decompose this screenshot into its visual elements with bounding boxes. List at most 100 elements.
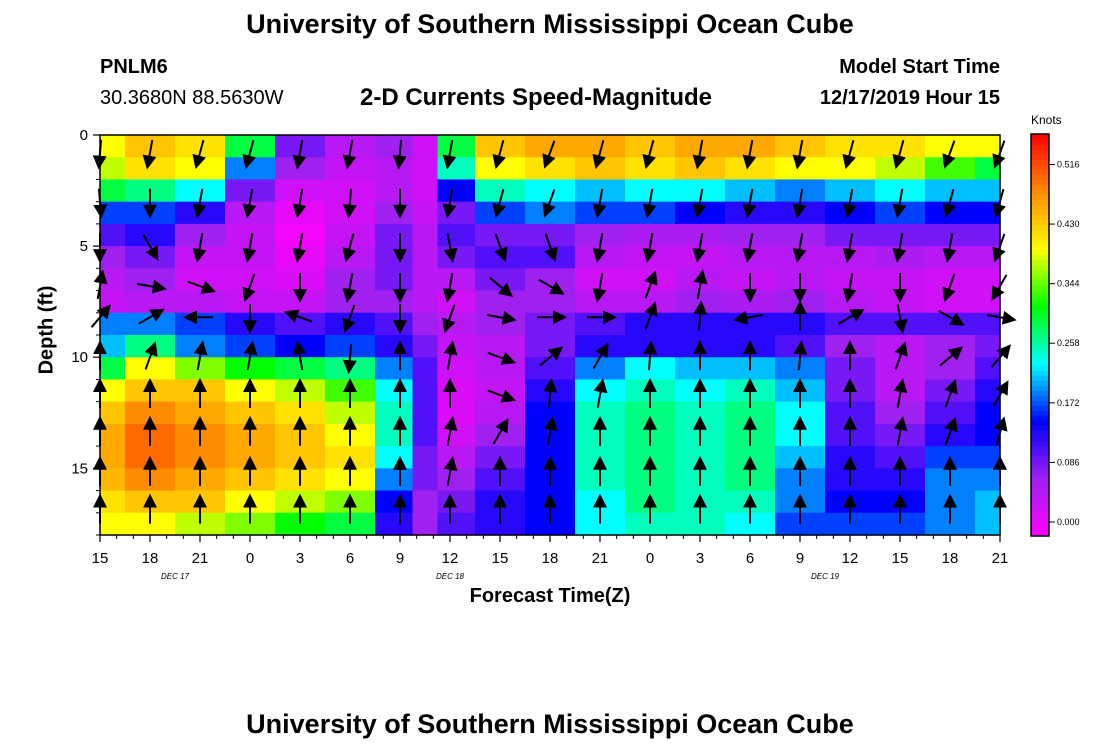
speed-cell	[625, 312, 676, 336]
speed-cell	[625, 179, 676, 203]
speed-cell	[437, 357, 476, 381]
speed-cell	[325, 246, 376, 269]
footer-title: University of Southern Mississippi Ocean…	[246, 709, 854, 739]
colorbar-segment	[1031, 224, 1049, 231]
speed-cell	[625, 401, 676, 425]
colorbar-segment	[1031, 420, 1049, 427]
current-vector-arrow	[342, 233, 356, 263]
current-vector-arrow	[892, 233, 907, 263]
speed-cell	[475, 135, 526, 158]
speed-cell	[412, 379, 439, 403]
colorbar-segment	[1031, 154, 1049, 160]
current-vector-arrow	[443, 233, 458, 263]
current-vector-arrow	[942, 233, 957, 263]
colorbar-segment	[1031, 204, 1049, 210]
current-vector-arrow	[893, 304, 908, 334]
colorbar-frame	[1030, 133, 1050, 537]
colorbar-tick-label: 0.172	[1057, 398, 1080, 408]
colorbar-segment	[1031, 219, 1049, 226]
station-id: PNLM6	[100, 56, 168, 78]
current-vector-arrow	[644, 301, 658, 330]
speed-cell	[525, 401, 576, 425]
speed-cell	[525, 179, 576, 203]
speed-cell	[437, 401, 476, 425]
speed-cell	[575, 223, 626, 247]
speed-cell	[825, 179, 876, 203]
speed-cell	[375, 335, 414, 358]
x-tick-label: 15	[92, 550, 109, 567]
colorbar-segment	[1031, 199, 1049, 205]
speed-cell	[475, 335, 526, 358]
current-vectors	[90, 139, 1017, 524]
speed-cell	[775, 357, 826, 381]
speed-cell	[775, 512, 826, 536]
current-vector-arrow	[592, 342, 609, 370]
current-vector-arrow	[642, 188, 657, 219]
date-label: DEC 17	[161, 572, 190, 581]
colorbar-segment	[1031, 430, 1049, 437]
speed-cell	[625, 290, 676, 314]
x-tick-label: 6	[346, 550, 354, 567]
speed-cell	[412, 246, 439, 269]
current-vector-arrow	[138, 308, 165, 325]
current-vector-arrow	[242, 188, 257, 219]
colorbar-segment	[1031, 475, 1049, 482]
colorbar-segment	[1031, 365, 1049, 371]
current-vector-arrow	[487, 389, 516, 403]
current-vector-arrow	[892, 139, 906, 170]
colorbar-segment	[1031, 495, 1049, 502]
current-vector-arrow	[242, 139, 256, 170]
speed-cell	[375, 268, 414, 292]
current-vector-arrow	[544, 233, 558, 263]
speed-cell	[225, 135, 276, 158]
x-tick-label: 0	[646, 550, 654, 567]
speed-cell	[100, 423, 126, 447]
speed-cell	[675, 179, 726, 203]
speed-cell	[100, 179, 126, 203]
colorbar: 0.000 0.086 0.172 0.258 0.344 0.430 0.516	[1030, 133, 1080, 537]
speed-cell	[125, 357, 176, 381]
speed-cell	[125, 512, 176, 536]
current-vector-arrow	[489, 277, 514, 298]
speed-cell	[125, 401, 176, 425]
colorbar-segment	[1031, 405, 1049, 411]
speed-cell	[375, 446, 414, 469]
speed-cell	[925, 423, 976, 447]
colorbar-tick-label: 0.430	[1057, 219, 1080, 229]
speed-cell	[175, 290, 226, 314]
colorbar-segment	[1031, 329, 1049, 336]
speed-cell	[225, 268, 276, 292]
current-vector-arrow	[692, 233, 707, 263]
speed-cell	[875, 135, 926, 158]
speed-cell	[437, 246, 476, 269]
current-vector-arrow	[944, 416, 958, 446]
speed-cell	[575, 179, 626, 203]
current-vector-arrow	[644, 270, 658, 299]
speed-cell	[437, 446, 476, 469]
colorbar-segment	[1031, 335, 1049, 341]
speed-cell	[225, 512, 276, 536]
colorbar-segment	[1031, 450, 1049, 457]
colorbar-segment	[1031, 410, 1049, 416]
current-vector-arrow	[492, 139, 506, 170]
speed-cell	[100, 335, 126, 358]
current-vector-arrow	[342, 273, 357, 303]
speed-cell	[412, 490, 439, 514]
colorbar-segment	[1031, 254, 1049, 261]
speed-cell	[725, 157, 776, 181]
speed-cell	[412, 335, 439, 358]
speed-cell	[437, 157, 476, 181]
speed-cell	[275, 179, 326, 203]
speed-cell	[525, 268, 576, 292]
colorbar-tick-label: 0.086	[1057, 457, 1080, 467]
speed-cell	[525, 135, 576, 158]
speed-cell	[475, 379, 526, 403]
speed-cell	[100, 268, 126, 292]
current-vector-arrow	[742, 188, 757, 219]
model-start-label: Model Start Time	[839, 56, 1000, 78]
x-tick-label: 18	[942, 550, 959, 567]
speed-cell	[100, 135, 126, 158]
speed-cell	[100, 379, 126, 403]
current-vector-arrow	[292, 340, 307, 371]
current-vector-arrow	[592, 233, 607, 263]
